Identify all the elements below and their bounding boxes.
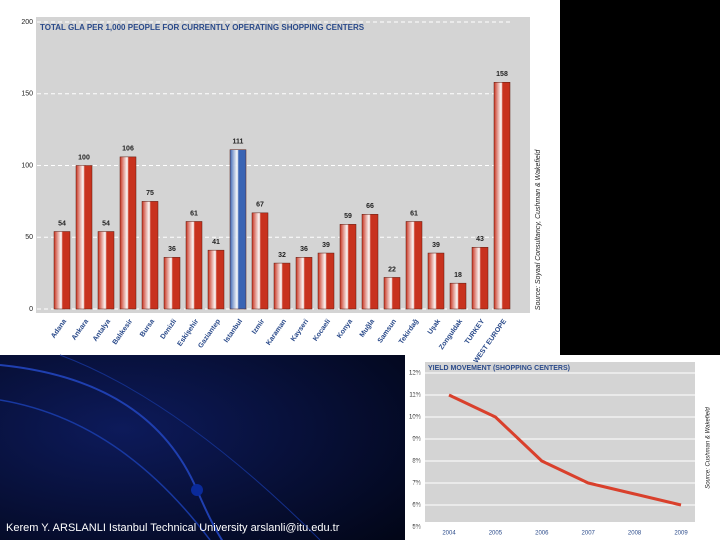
y-tick-label: 10% — [409, 415, 422, 421]
chart2-panel — [425, 362, 695, 522]
x-tick-label: 2009 — [674, 531, 688, 537]
bar — [295, 257, 313, 310]
x-tick-label: 2006 — [535, 531, 549, 537]
data-label: 100 — [78, 154, 90, 161]
data-label: 106 — [122, 146, 134, 153]
y-tick-label: 12% — [409, 371, 422, 377]
bar — [339, 224, 357, 310]
data-label: 41 — [212, 239, 220, 246]
bar — [361, 214, 379, 310]
y-tick-label: 7% — [412, 481, 421, 487]
data-label: 18 — [454, 272, 462, 279]
bar — [273, 262, 291, 310]
y-tick-label: 100 — [21, 162, 33, 169]
black-panel — [560, 0, 720, 355]
chart2-source: Source: Cushman & Wakefield — [706, 407, 712, 489]
data-label: 54 — [58, 220, 66, 227]
chart1-source: Source: Soyaal Consultancy, Cushman & Wa… — [535, 149, 542, 311]
bar — [185, 221, 203, 310]
data-label: 61 — [410, 210, 418, 217]
y-tick-label: 8% — [412, 459, 421, 465]
x-tick-label: 2004 — [442, 531, 456, 537]
y-tick-label: 11% — [409, 393, 421, 399]
deco-curve — [0, 399, 211, 540]
y-tick-label: 6% — [412, 503, 421, 509]
navy-panel — [0, 355, 405, 540]
x-tick-label: 2005 — [489, 531, 503, 537]
y-tick-label: 50 — [25, 234, 33, 241]
bar — [119, 156, 137, 310]
footer: Kerem Y. ARSLANLI Istanbul Technical Uni… — [6, 522, 340, 534]
bar — [141, 201, 159, 310]
y-tick-label: 0 — [29, 306, 33, 313]
deco-curve — [59, 354, 321, 540]
chart2-title: YIELD MOVEMENT (SHOPPING CENTERS) — [428, 365, 570, 372]
data-label: 54 — [102, 220, 110, 227]
y-tick-label: 9% — [412, 437, 421, 443]
data-label: 75 — [146, 190, 154, 197]
bar — [449, 282, 467, 310]
data-label: 32 — [278, 252, 286, 259]
y-tick-label: 200 — [21, 19, 33, 26]
data-label: 22 — [388, 266, 396, 273]
bar — [53, 231, 71, 310]
bar — [471, 247, 489, 310]
deco-curve — [0, 364, 260, 540]
bar — [163, 257, 181, 310]
x-tick-label: 2007 — [582, 531, 596, 537]
bar — [383, 277, 401, 310]
y-tick-label: 150 — [21, 91, 33, 98]
data-label: 39 — [322, 242, 330, 249]
data-label: 61 — [190, 210, 198, 217]
deco-dot — [191, 484, 203, 496]
data-label: 111 — [233, 139, 244, 146]
bar — [75, 165, 93, 310]
bar — [97, 231, 115, 310]
bar — [317, 252, 335, 310]
line-series — [448, 393, 682, 507]
bar — [251, 212, 269, 310]
data-label: 39 — [432, 242, 440, 249]
data-label: 158 — [496, 71, 508, 78]
data-label: 36 — [168, 246, 176, 253]
data-label: 43 — [476, 236, 484, 243]
data-label: 66 — [366, 203, 374, 210]
y-tick-label: 5% — [412, 525, 421, 531]
data-label: 36 — [300, 246, 308, 253]
bar — [207, 249, 225, 310]
bar — [427, 252, 445, 310]
bar — [493, 82, 511, 310]
data-label: 59 — [344, 213, 352, 220]
chart1-title: TOTAL GLA PER 1,000 PEOPLE FOR CURRENTLY… — [40, 23, 365, 32]
x-tick-label: 2008 — [628, 531, 642, 537]
bar — [229, 149, 247, 310]
data-label: 67 — [256, 202, 264, 209]
bar — [405, 221, 423, 310]
